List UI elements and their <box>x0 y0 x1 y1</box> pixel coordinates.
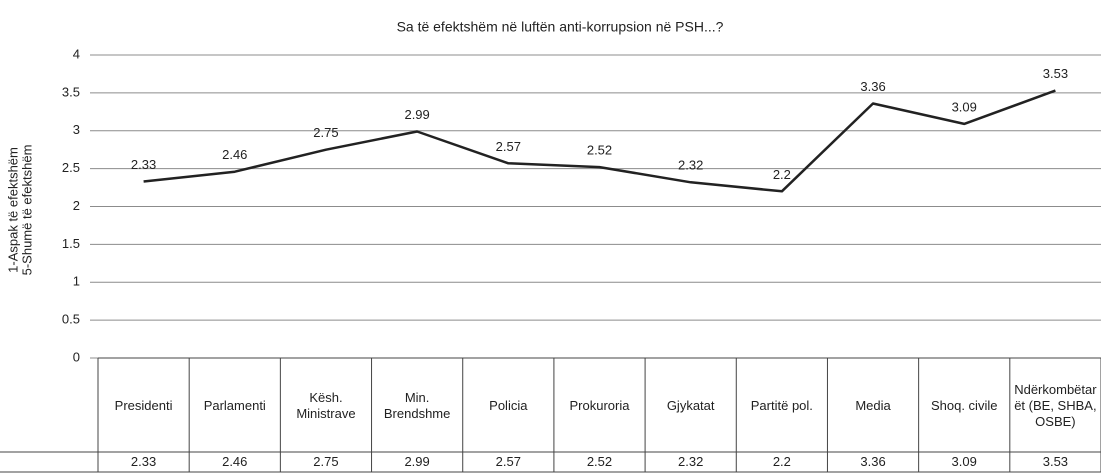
table-category: Ndërkombëtarët (BE, SHBA, OSBE) <box>1014 381 1097 429</box>
chart-title: Sa të efektshëm në luftën anti-korrupsio… <box>397 19 724 35</box>
table-value: 3.36 <box>860 454 886 469</box>
y-label-line: 5-Shumë të efektshëm <box>19 145 34 276</box>
data-label: 2.75 <box>313 125 338 140</box>
data-label: 3.09 <box>952 99 977 114</box>
y-tick-label: 2 <box>73 198 80 213</box>
table-value: 3.09 <box>951 454 977 469</box>
y-label-line: 1-Aspak të efektshëm <box>5 147 20 273</box>
table-value: 2.46 <box>222 454 248 469</box>
y-axis-label: 1-Aspak të efektshëm 5-Shumë të efektshë… <box>5 145 34 276</box>
table-category: Kësh. Ministrave <box>296 389 356 421</box>
table-category: Prokuroria <box>569 397 630 413</box>
data-label: 3.36 <box>860 79 885 94</box>
data-label: 2.2 <box>773 167 791 182</box>
y-tick-label: 1.5 <box>62 236 80 251</box>
table-category: Policia <box>489 397 528 413</box>
table-value: 2.75 <box>313 454 339 469</box>
table-category: Partitë pol. <box>750 397 813 413</box>
y-tick-label: 1 <box>73 274 80 289</box>
data-label: 2.52 <box>587 143 612 158</box>
table-category: Media <box>855 397 891 413</box>
data-label: 2.46 <box>222 147 247 162</box>
y-tick-label: 0 <box>73 349 80 364</box>
table-value: 2.33 <box>130 454 157 469</box>
data-label: 2.33 <box>131 157 156 172</box>
table-value: 2.52 <box>586 454 613 469</box>
data-label: 2.32 <box>678 158 703 173</box>
data-label: 3.53 <box>1043 66 1068 81</box>
table-value: 2.99 <box>404 454 430 469</box>
table-value: 2.57 <box>495 454 521 469</box>
data-label: 2.57 <box>496 139 521 154</box>
y-tick-label: 3 <box>73 122 80 137</box>
table-category: Gjykatat <box>666 397 715 413</box>
table-value: 2.2 <box>772 454 791 469</box>
y-tick-label: 2.5 <box>62 160 80 175</box>
table-value: 2.32 <box>678 454 704 469</box>
table-category: Min. Brendshme <box>383 389 451 421</box>
y-tick-label: 4 <box>73 46 80 61</box>
table-category: Presidenti <box>114 397 173 413</box>
table-category: Shoq. civile <box>930 397 998 413</box>
data-label: 2.99 <box>404 107 429 122</box>
y-tick-label: 0.5 <box>62 312 80 327</box>
table-category: Parlamenti <box>203 397 266 413</box>
y-tick-label: 3.5 <box>62 84 80 99</box>
series-line <box>143 89 1056 193</box>
table-value: 3.53 <box>1042 454 1069 469</box>
